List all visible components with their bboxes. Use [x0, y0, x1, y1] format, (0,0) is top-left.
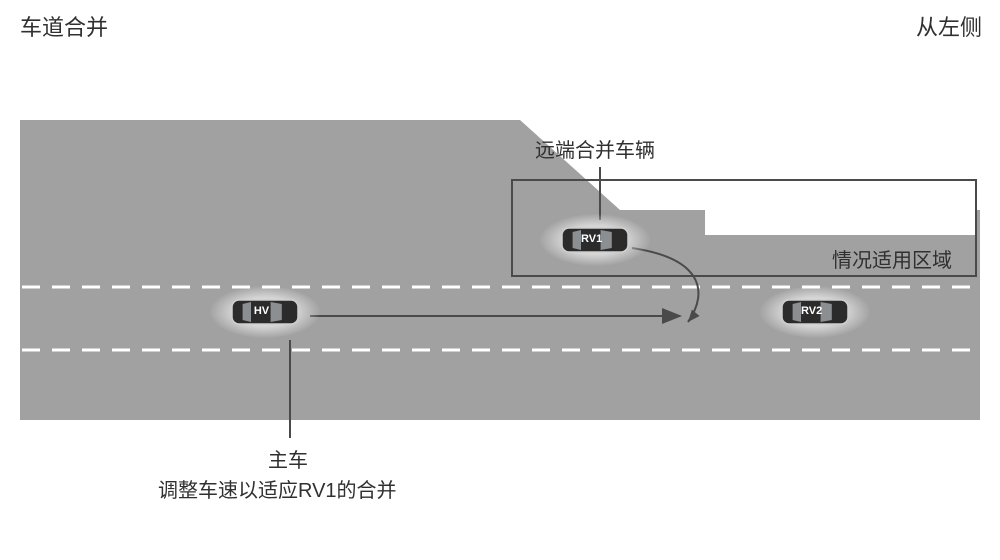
road-layer: [0, 0, 1000, 560]
title-left: 车道合并: [20, 14, 108, 43]
vehicle-rv2: RV2: [760, 286, 870, 338]
vehicle-hv: HV: [210, 286, 320, 338]
host-vehicle-label-1: 主车: [268, 448, 308, 474]
diagram-stage: { "canvas": { "w": 1000, "h": 560, "bg":…: [0, 0, 1000, 560]
title-right: 从左侧: [916, 14, 982, 43]
area-label: 情况适用区域: [832, 248, 952, 274]
vehicle-tag: RV1: [581, 233, 602, 245]
vehicle-rv1: RV1: [540, 214, 650, 266]
vehicle-tag: RV2: [801, 305, 822, 317]
vehicle-tag: HV: [251, 305, 272, 317]
callout-remote-merge-vehicle: 远端合并车辆: [535, 138, 655, 164]
host-vehicle-label-2: 调整车速以适应RV1的合并: [158, 478, 397, 504]
